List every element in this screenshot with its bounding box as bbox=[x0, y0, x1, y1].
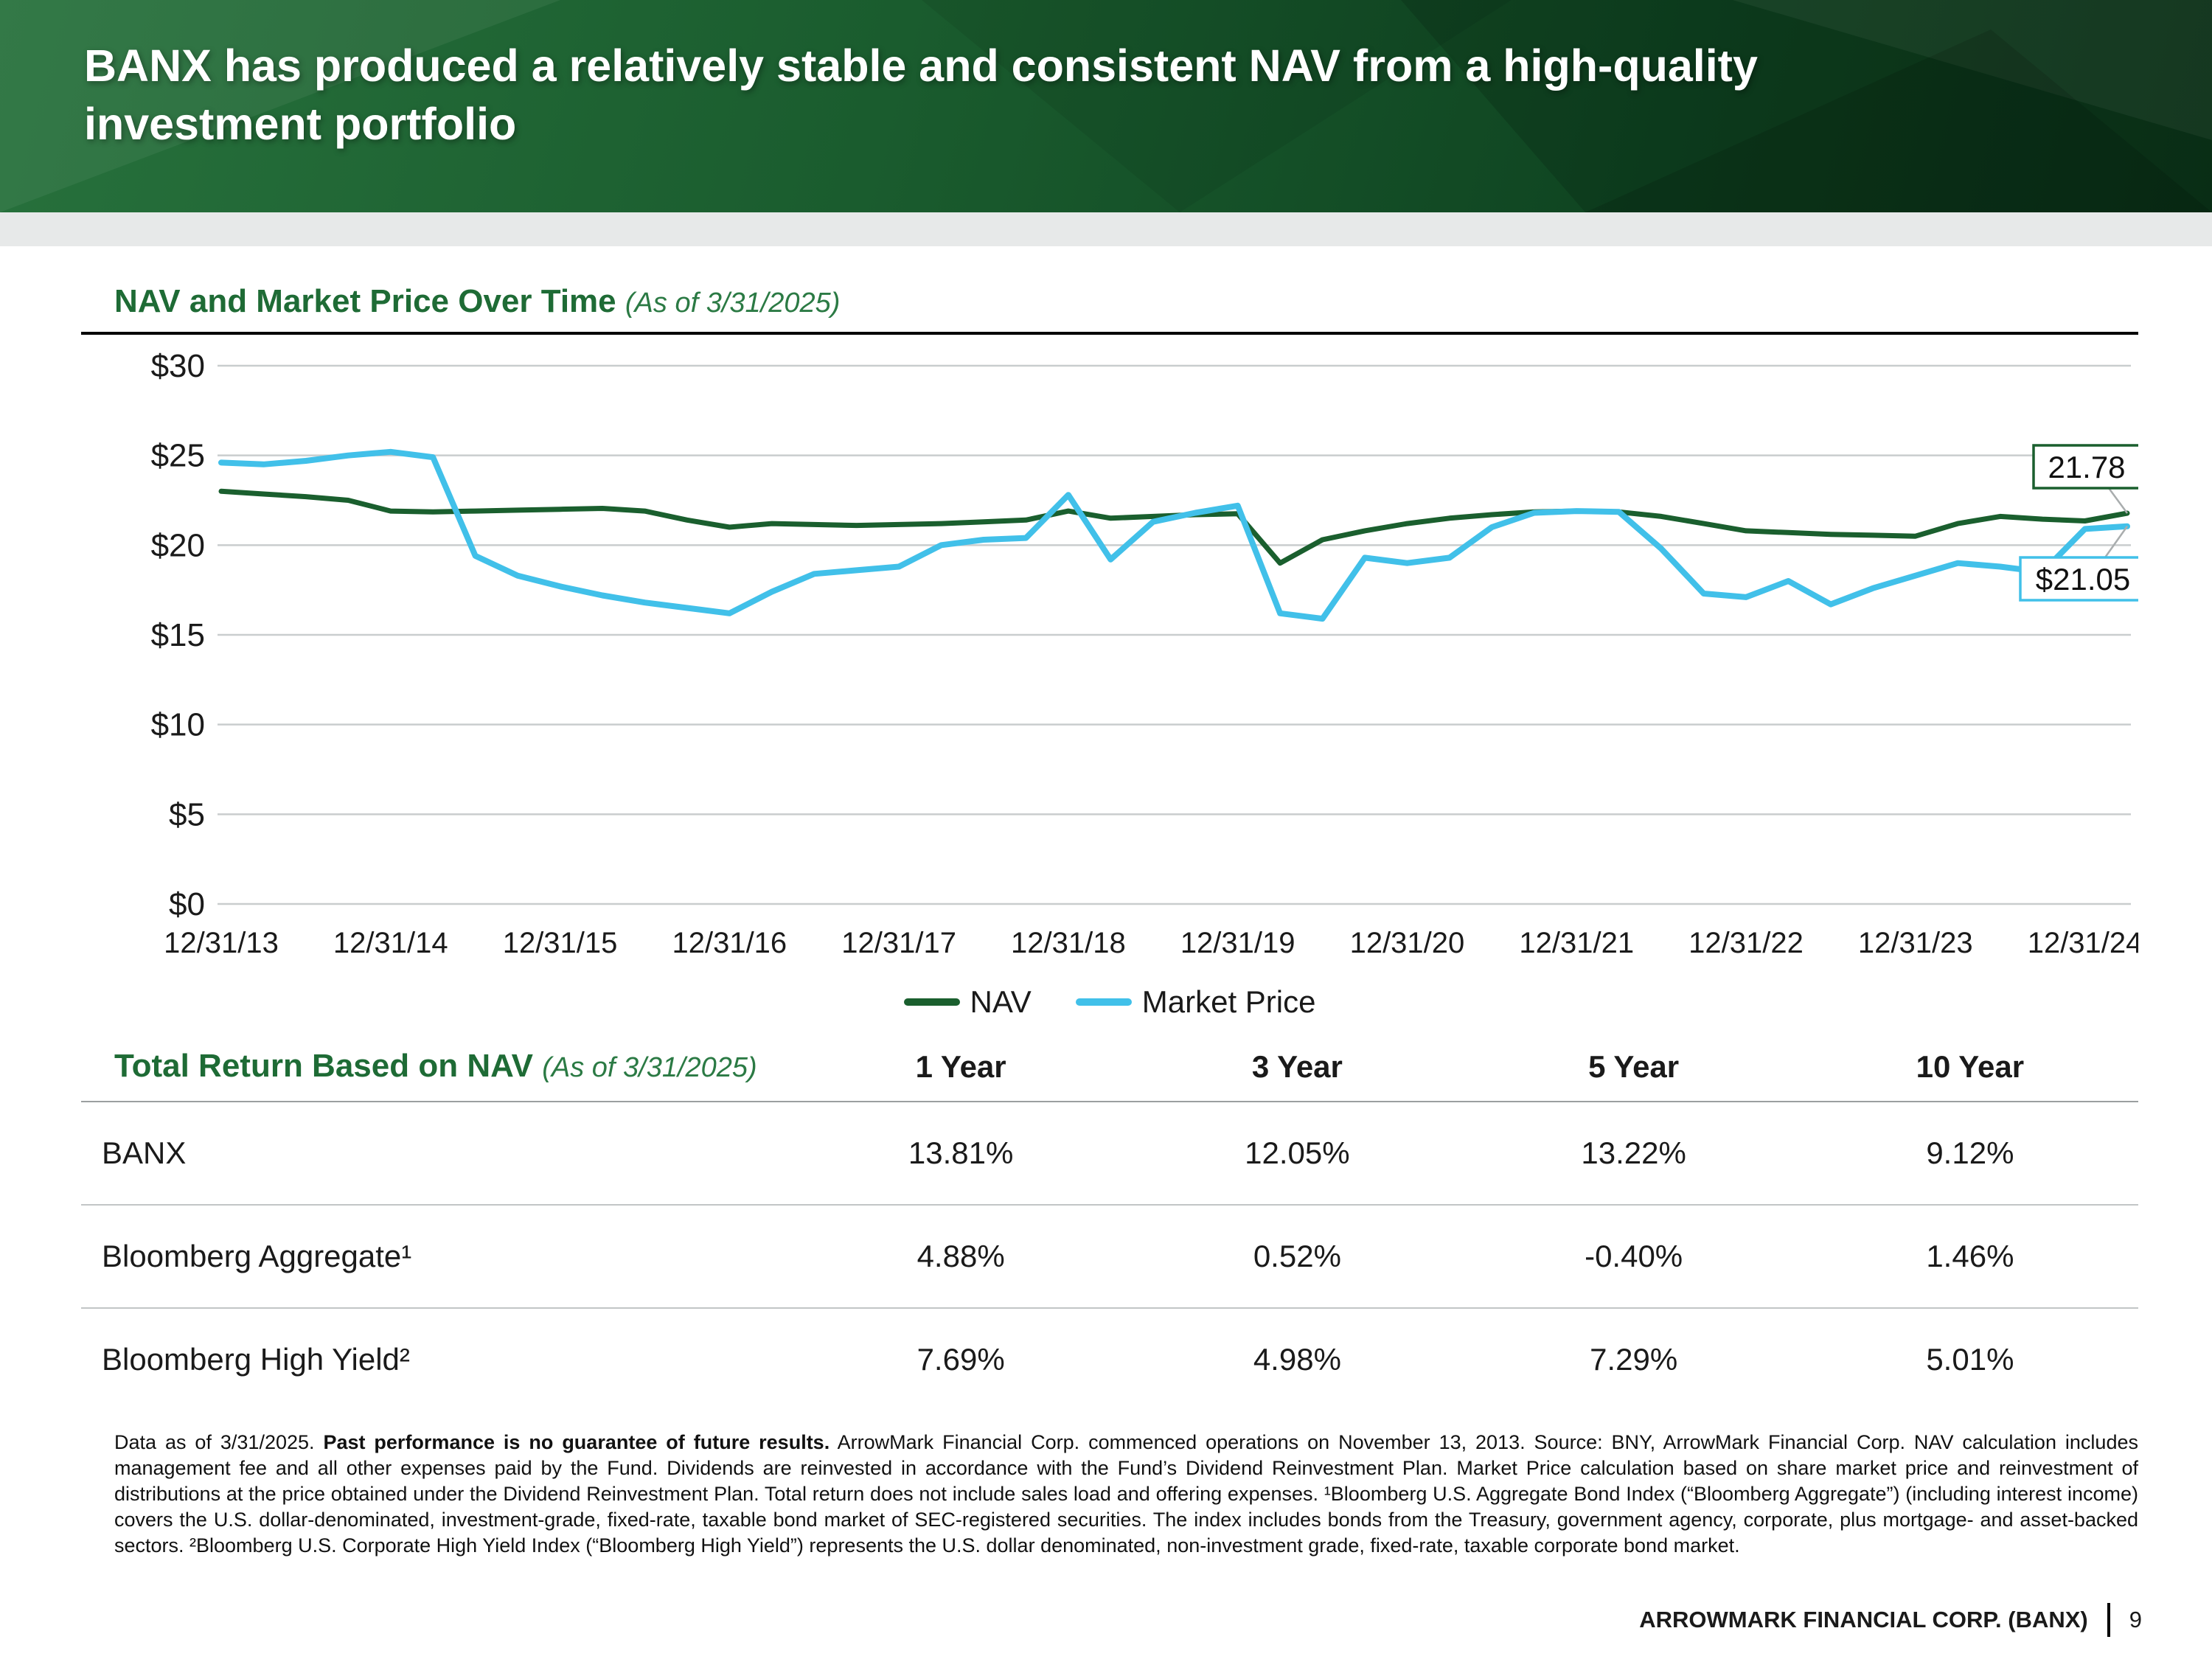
legend-swatch-nav bbox=[903, 998, 960, 1006]
y-axis-tick-label: $25 bbox=[151, 438, 205, 474]
column-header-3-year: 3 Year bbox=[1251, 1049, 1343, 1084]
y-axis-tick-label: $10 bbox=[151, 707, 205, 743]
header-divider-band bbox=[0, 212, 2212, 246]
nav-market-price-chart: $30 $25 $20 $15 $10 $5 $0 12/31/13 12/31/14 12/31… bbox=[151, 348, 2138, 959]
bloomberg-high-yield-3-year: 4.98% bbox=[1253, 1342, 1341, 1377]
footnote-segment: Data as of 3/31/2025. bbox=[114, 1431, 324, 1453]
chart-title: NAV and Market Price Over Time bbox=[114, 283, 616, 319]
page-footer: ARROWMARK FINANCIAL CORP. (BANX) 9 bbox=[1639, 1603, 2142, 1637]
bloomberg-aggregate-3-year: 0.52% bbox=[1253, 1239, 1341, 1273]
footnote-text: Data as of 3/31/2025. Past performance i… bbox=[114, 1430, 2138, 1559]
table-title: Total Return Based on NAV bbox=[114, 1048, 533, 1084]
row-label-banx: BANX bbox=[102, 1135, 187, 1170]
y-axis-tick-label: $5 bbox=[169, 796, 205, 832]
legend-label-nav: NAV bbox=[970, 984, 1032, 1019]
x-axis-tick-label: 12/31/24 bbox=[2028, 927, 2138, 959]
banx-5-year: 13.22% bbox=[1581, 1135, 1686, 1170]
x-axis-tick-label: 12/31/21 bbox=[1519, 927, 1634, 959]
table-title-cell: Total Return Based on NAV (As of 3/31/20… bbox=[81, 1048, 793, 1101]
x-axis-tick-label: 12/31/20 bbox=[1350, 927, 1465, 959]
chart-legend: NAV Market Price bbox=[81, 981, 2138, 1023]
x-axis-tick-label: 12/31/16 bbox=[672, 927, 787, 959]
header-lowpoly-pattern bbox=[0, 0, 2212, 212]
bloomberg-aggregate-1-year: 4.88% bbox=[917, 1239, 1005, 1273]
table-row-rule bbox=[81, 1307, 2138, 1309]
legend-item-nav: NAV bbox=[903, 984, 1032, 1020]
bloomberg-high-yield-1-year: 7.69% bbox=[917, 1342, 1005, 1377]
table-header-rule bbox=[81, 1101, 2138, 1102]
slide-title-line1: BANX has produced a relatively stable an… bbox=[84, 41, 1758, 91]
y-axis-tick-label: $30 bbox=[151, 348, 205, 384]
footnote-bold-segment: Past performance is no guarantee of futu… bbox=[323, 1431, 830, 1453]
chart-title-rule bbox=[81, 332, 2138, 335]
legend-swatch-market-price bbox=[1075, 998, 1132, 1006]
chart-section-title: NAV and Market Price Over Time (As of 3/… bbox=[81, 283, 2138, 320]
market-price-series-line bbox=[218, 448, 2130, 622]
footer-company-name: ARROWMARK FINANCIAL CORP. (BANX) bbox=[1639, 1607, 2088, 1632]
x-axis-tick-label: 12/31/14 bbox=[333, 927, 448, 959]
slide-content: NAV and Market Price Over Time (As of 3/… bbox=[81, 283, 2138, 1559]
market-price-end-callout-label: $21.05 bbox=[2036, 562, 2130, 597]
column-header-5-year: 5 Year bbox=[1588, 1049, 1680, 1084]
callout-leader-line bbox=[2104, 526, 2129, 558]
bloomberg-aggregate-10-year: 1.46% bbox=[1926, 1239, 2014, 1273]
column-header-1-year: 1 Year bbox=[915, 1049, 1006, 1084]
x-axis-tick-label: 12/31/17 bbox=[841, 927, 956, 959]
row-label-bloomberg-high-yield: Bloomberg High Yield² bbox=[102, 1342, 410, 1377]
x-axis-tick-label: 12/31/18 bbox=[1011, 927, 1126, 959]
market-price-end-callout bbox=[2019, 556, 2138, 602]
banx-3-year: 12.05% bbox=[1245, 1135, 1350, 1170]
legend-item-market-price: Market Price bbox=[1075, 984, 1316, 1020]
footer-separator bbox=[2107, 1603, 2110, 1637]
chart-as-of: (As of 3/31/2025) bbox=[625, 288, 841, 319]
table-as-of: (As of 3/31/2025) bbox=[542, 1052, 757, 1083]
nav-end-callout bbox=[2032, 444, 2138, 490]
slide-title: BANX has produced a relatively stable an… bbox=[0, 0, 2212, 154]
x-axis-tick-label: 12/31/15 bbox=[503, 927, 618, 959]
header-banner: BANX has produced a relatively stable an… bbox=[0, 0, 2212, 212]
footer-page-number: 9 bbox=[2129, 1607, 2142, 1632]
nav-series-line bbox=[218, 488, 2130, 566]
y-axis-tick-label: $20 bbox=[151, 527, 205, 563]
legend-label-market-price: Market Price bbox=[1141, 984, 1316, 1019]
x-axis-tick-label: 12/31/23 bbox=[1858, 927, 1973, 959]
bloomberg-aggregate-5-year: -0.40% bbox=[1585, 1239, 1683, 1273]
x-axis-tick-label: 12/31/19 bbox=[1180, 927, 1295, 959]
callout-leader-line bbox=[2107, 487, 2129, 514]
returns-table: Total Return Based on NAV (As of 3/31/20… bbox=[81, 1048, 2138, 1411]
nav-end-callout-label: 21.78 bbox=[2048, 450, 2125, 484]
column-header-10-year: 10 Year bbox=[1916, 1049, 2025, 1084]
slide-title-line2: investment portfolio bbox=[84, 99, 517, 150]
x-axis-tick-label: 12/31/13 bbox=[164, 927, 279, 959]
bloomberg-high-yield-5-year: 7.29% bbox=[1590, 1342, 1678, 1377]
table-row-rule bbox=[81, 1204, 2138, 1206]
banx-1-year: 13.81% bbox=[908, 1135, 1014, 1170]
footnote-segment: ArrowMark Financial Corp. commenced oper… bbox=[114, 1431, 2138, 1557]
y-axis-tick-label: $0 bbox=[169, 886, 205, 922]
y-axis-tick-label: $15 bbox=[151, 617, 205, 653]
bloomberg-high-yield-10-year: 5.01% bbox=[1926, 1342, 2014, 1377]
row-label-bloomberg-aggregate: Bloomberg Aggregate¹ bbox=[102, 1239, 412, 1273]
x-axis-tick-label: 12/31/22 bbox=[1688, 927, 1804, 959]
banx-10-year: 9.12% bbox=[1926, 1135, 2014, 1170]
